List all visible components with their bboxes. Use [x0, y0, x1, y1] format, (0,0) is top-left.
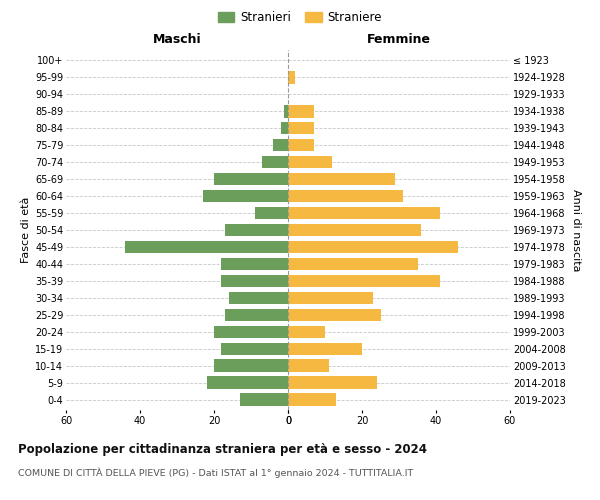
Bar	[254, 206, 288, 220]
Bar	[288, 258, 418, 270]
Bar	[288, 190, 403, 202]
Bar	[288, 224, 421, 236]
Bar	[288, 71, 295, 84]
Bar	[288, 342, 362, 355]
Y-axis label: Anni di nascita: Anni di nascita	[571, 188, 581, 271]
Bar	[288, 292, 373, 304]
Bar	[281, 122, 288, 134]
Bar	[288, 326, 325, 338]
Bar	[225, 224, 288, 236]
Bar	[240, 394, 288, 406]
Bar	[262, 156, 288, 168]
Bar	[288, 394, 336, 406]
Bar	[288, 138, 314, 151]
Bar	[221, 342, 288, 355]
Bar	[214, 360, 288, 372]
Bar	[284, 105, 288, 118]
Y-axis label: Fasce di età: Fasce di età	[20, 197, 31, 263]
Bar	[214, 326, 288, 338]
Bar	[203, 190, 288, 202]
Bar	[288, 308, 380, 322]
Bar	[288, 172, 395, 186]
Title: Maschi: Maschi	[152, 33, 202, 46]
Bar	[288, 156, 332, 168]
Bar	[288, 240, 458, 254]
Bar	[288, 122, 314, 134]
Bar	[221, 274, 288, 287]
Bar	[206, 376, 288, 389]
Text: COMUNE DI CITTÀ DELLA PIEVE (PG) - Dati ISTAT al 1° gennaio 2024 - TUTTITALIA.IT: COMUNE DI CITTÀ DELLA PIEVE (PG) - Dati …	[18, 468, 413, 478]
Bar	[221, 258, 288, 270]
Bar	[288, 274, 440, 287]
Bar	[125, 240, 288, 254]
Title: Femmine: Femmine	[367, 33, 431, 46]
Text: Popolazione per cittadinanza straniera per età e sesso - 2024: Popolazione per cittadinanza straniera p…	[18, 442, 427, 456]
Bar	[288, 376, 377, 389]
Bar	[225, 308, 288, 322]
Legend: Stranieri, Straniere: Stranieri, Straniere	[215, 8, 385, 26]
Bar	[214, 172, 288, 186]
Bar	[288, 206, 440, 220]
Bar	[229, 292, 288, 304]
Bar	[288, 105, 314, 118]
Bar	[273, 138, 288, 151]
Bar	[288, 360, 329, 372]
